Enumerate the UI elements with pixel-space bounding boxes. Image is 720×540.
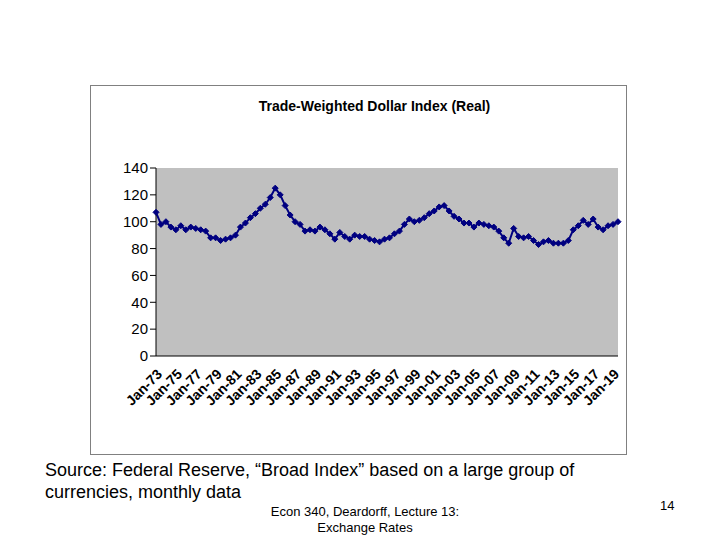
svg-text:Jan-85: Jan-85 xyxy=(241,365,285,409)
svg-text:Jan-05: Jan-05 xyxy=(440,365,484,409)
svg-text:80: 80 xyxy=(131,240,148,257)
html-text:14: 14 xyxy=(660,498,675,513)
svg-text:0: 0 xyxy=(140,347,148,364)
svg-text:Jan-07: Jan-07 xyxy=(460,365,503,409)
svg-text:60: 60 xyxy=(131,267,148,284)
svg-text:Jan-79: Jan-79 xyxy=(182,365,225,409)
svg-text:Jan-01: Jan-01 xyxy=(400,365,444,409)
svg-text:Jan-17: Jan-17 xyxy=(559,365,603,409)
html-text:Source: Federal Reserve, “Broa: Source: Federal Reserve, “Broad Index” b… xyxy=(45,460,575,502)
svg-text:140: 140 xyxy=(123,159,148,176)
svg-text:40: 40 xyxy=(131,294,148,311)
svg-text:Jan-13: Jan-13 xyxy=(519,365,563,409)
html-text:Econ 340, Deardorff, Lecture 1: Econ 340, Deardorff, Lecture 13: xyxy=(270,504,460,519)
svg-text:20: 20 xyxy=(131,320,148,337)
svg-text:Jan-73: Jan-73 xyxy=(122,365,166,409)
svg-text:Jan-95: Jan-95 xyxy=(341,365,384,409)
svg-text:Jan-03: Jan-03 xyxy=(420,365,464,409)
svg-text:Jan-87: Jan-87 xyxy=(261,365,305,409)
svg-text:Jan-19: Jan-19 xyxy=(580,366,623,409)
svg-text:Jan-81: Jan-81 xyxy=(202,365,245,409)
svg-text:Jan-11: Jan-11 xyxy=(500,365,543,408)
html-text:Exchange Rates: Exchange Rates xyxy=(317,520,413,535)
svg-text:Jan-75: Jan-75 xyxy=(142,365,186,409)
svg-text:100: 100 xyxy=(123,213,148,230)
svg-text:Jan-15: Jan-15 xyxy=(539,365,583,409)
svg-text:Jan-93: Jan-93 xyxy=(321,365,364,409)
svg-text:Jan-77: Jan-77 xyxy=(162,365,205,409)
html-text:Trade-Weighted Dollar Index (R: Trade-Weighted Dollar Index (Real) xyxy=(258,98,491,114)
svg-text:Jan-83: Jan-83 xyxy=(221,365,265,409)
svg-text:Jan-09: Jan-09 xyxy=(480,365,523,409)
svg-text:Jan-97: Jan-97 xyxy=(361,365,404,409)
svg-text:Jan-89: Jan-89 xyxy=(281,365,325,409)
svg-text:Jan-91: Jan-91 xyxy=(301,365,344,409)
svg-text:120: 120 xyxy=(123,186,148,203)
svg-text:Jan-99: Jan-99 xyxy=(380,365,424,409)
